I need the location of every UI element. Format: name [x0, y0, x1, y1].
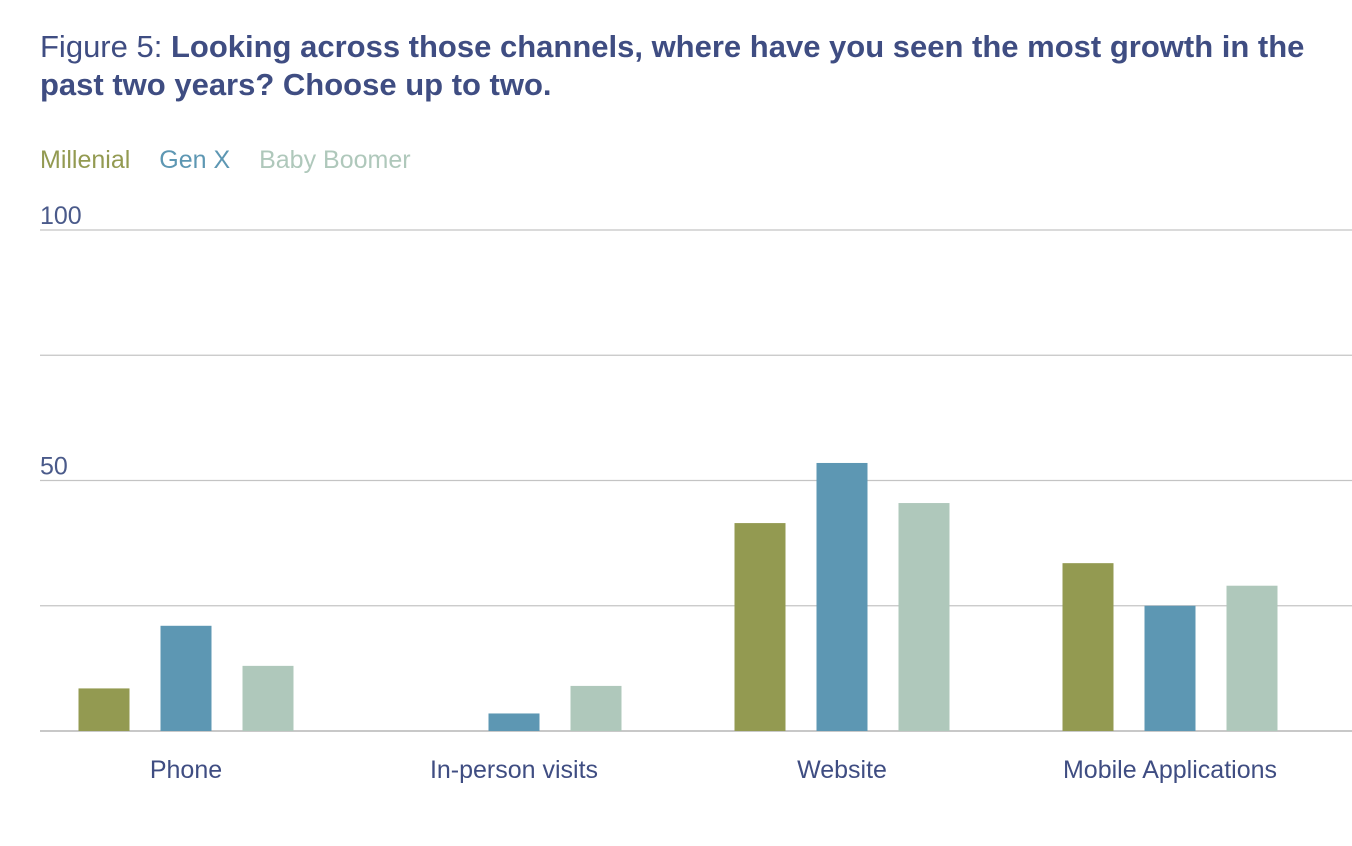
bar-gen-x-mobile-applications — [1144, 605, 1196, 731]
x-tick-label: In-person visits — [430, 756, 598, 784]
title-prefix: Figure 5: — [40, 29, 171, 64]
bar-gen-x-in-person-visits — [488, 713, 540, 731]
title-text: Looking across those channels, where hav… — [40, 29, 1305, 102]
legend: Millenial Gen X Baby Boomer — [40, 146, 433, 175]
bar-millenial-website — [734, 523, 786, 731]
y-tick-label: 50 — [40, 453, 68, 481]
legend-baby-boomer: Baby Boomer — [259, 146, 411, 174]
bar-millenial-mobile-applications — [1062, 563, 1114, 731]
bar-baby-boomer-mobile-applications — [1226, 585, 1278, 731]
bar-gen-x-website — [816, 462, 868, 731]
x-tick-label: Phone — [150, 756, 222, 784]
legend-gen-x: Gen X — [159, 146, 231, 174]
bar-millenial-phone — [78, 688, 130, 731]
bar-baby-boomer-website — [898, 503, 950, 731]
bar-baby-boomer-in-person-visits — [570, 685, 622, 731]
bar-baby-boomer-phone — [242, 665, 294, 731]
bar-gen-x-phone — [160, 625, 212, 731]
legend-millenial: Millenial — [40, 146, 131, 174]
x-tick-label: Website — [797, 756, 887, 784]
x-tick-label: Mobile Applications — [1063, 756, 1277, 784]
y-tick-label: 100 — [40, 202, 82, 230]
chart-title: Figure 5: Looking across those channels,… — [40, 28, 1330, 104]
